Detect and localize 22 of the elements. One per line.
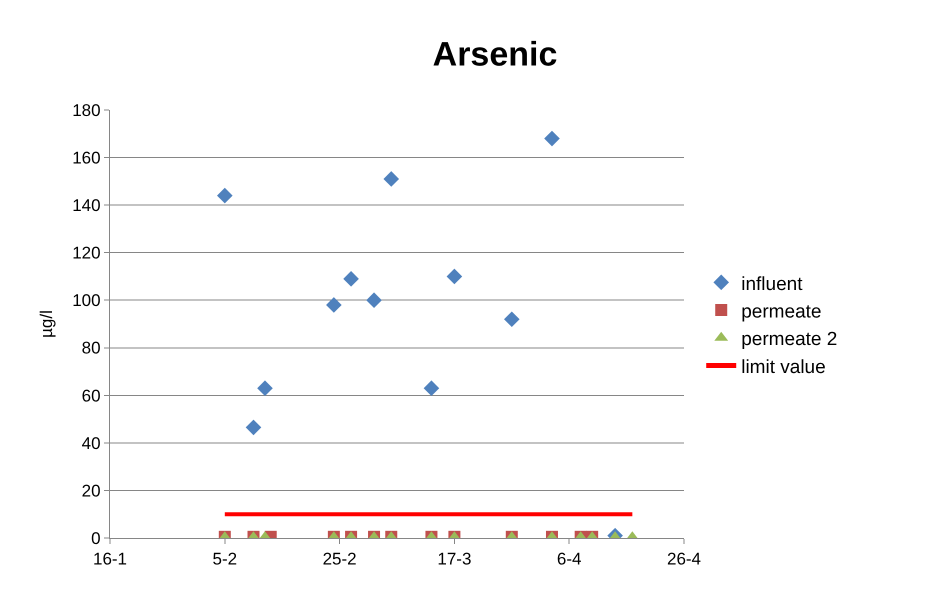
x-tick-label: 17-3 xyxy=(437,549,472,568)
y-tick-label: 20 xyxy=(82,481,101,500)
x-tick-label: 16-1 xyxy=(92,549,128,568)
chart-title: Arsenic xyxy=(432,36,558,74)
y-tick-label: 180 xyxy=(72,100,101,120)
y-tick-label: 120 xyxy=(72,244,101,263)
x-tick-label: 25-2 xyxy=(322,549,357,568)
x-tick-label: 6-4 xyxy=(556,549,582,568)
legend-label: limit value xyxy=(741,356,826,378)
legend-label: permeate xyxy=(741,301,822,322)
y-tick-label: 60 xyxy=(82,386,101,406)
x-tick-label: 5-2 xyxy=(212,549,238,568)
y-tick-label: 140 xyxy=(72,196,101,216)
y-tick-label: 0 xyxy=(91,528,101,548)
y-tick-label: 80 xyxy=(82,338,101,358)
x-tick-label: 26-4 xyxy=(666,549,702,568)
legend-label: influent xyxy=(741,274,804,295)
legend-label: permeate 2 xyxy=(741,329,838,350)
y-axis-title: µg/l xyxy=(36,310,56,338)
y-tick-label: 40 xyxy=(82,434,101,453)
y-tick-label: 100 xyxy=(72,291,101,310)
y-tick-label: 160 xyxy=(72,148,101,168)
